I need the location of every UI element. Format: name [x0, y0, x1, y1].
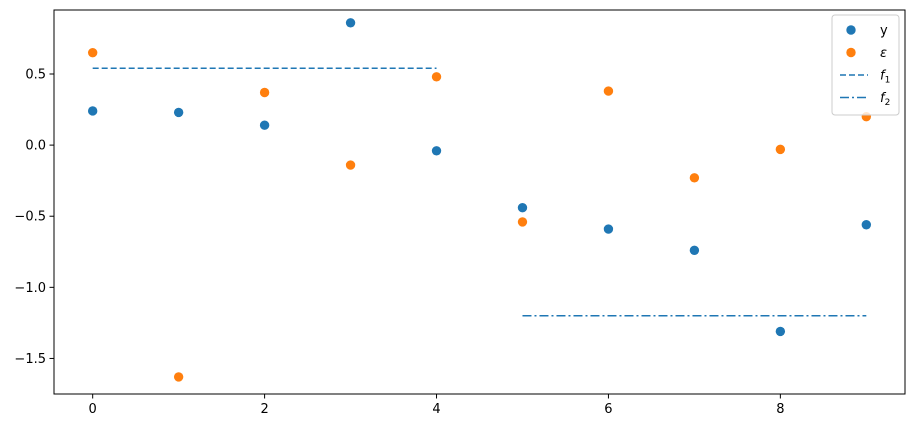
- point-series1-8: [775, 144, 786, 155]
- legend-marker-0: [846, 25, 856, 35]
- point-series1-1: [173, 372, 184, 382]
- y-tick-label: 0.0: [25, 139, 46, 154]
- point-series0-1: [173, 107, 184, 118]
- point-series1-6: [603, 86, 614, 96]
- point-series1-7: [689, 173, 700, 183]
- point-series0-7: [689, 245, 700, 256]
- legend-label-3: f2: [880, 91, 890, 108]
- points-layer: [87, 18, 872, 382]
- point-series0-8: [775, 326, 786, 337]
- x-tick-label: 6: [604, 402, 612, 417]
- point-series1-0: [87, 47, 98, 58]
- point-series0-3: [345, 18, 356, 28]
- point-series1-4: [431, 72, 442, 82]
- point-series0-6: [603, 224, 614, 234]
- x-tick-label: 2: [260, 402, 268, 417]
- point-series1-5: [517, 217, 528, 227]
- legend-label-2: f1: [880, 69, 890, 86]
- y-tick-label: −1.5: [14, 352, 46, 367]
- legend-marker-1: [846, 47, 856, 58]
- point-series0-9: [861, 220, 872, 230]
- y-tick-label: 0.5: [25, 68, 46, 83]
- y-axis: −1.5 −1.0 −0.5 0.0 0.5: [14, 68, 54, 367]
- x-tick-label: 8: [776, 402, 784, 417]
- x-tick-label: 4: [432, 402, 440, 417]
- legend: yε f1 f2: [831, 14, 900, 116]
- legend-label-1: ε: [880, 46, 887, 61]
- x-tick-label: 0: [89, 402, 97, 417]
- point-series1-2: [259, 87, 270, 98]
- plot-area: [54, 10, 905, 394]
- point-series0-2: [259, 120, 270, 130]
- point-series0-4: [431, 146, 442, 156]
- legend-label-0: y: [880, 24, 888, 39]
- lines-layer: [92, 67, 867, 317]
- point-series1-3: [345, 160, 356, 170]
- y-tick-label: −0.5: [14, 210, 46, 225]
- legend-box: [831, 14, 900, 116]
- point-series0-0: [87, 106, 98, 116]
- point-series0-5: [517, 202, 528, 213]
- plot-frame: [53, 9, 906, 395]
- y-tick-label: −1.0: [14, 281, 46, 296]
- x-axis: 0 2 4 6 8: [89, 394, 784, 417]
